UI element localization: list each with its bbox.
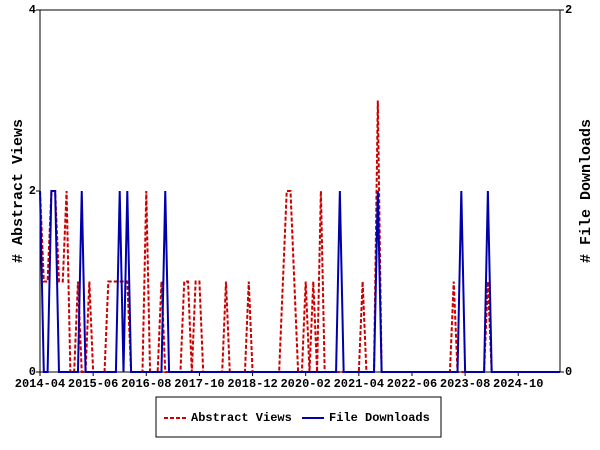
x-tick-label: 2022-06 — [387, 377, 437, 391]
y2-axis-title: # File Downloads — [578, 119, 595, 263]
x-tick-label: 2015-06 — [68, 377, 118, 391]
x-tick-label: 2023-08 — [440, 377, 490, 391]
x-tick-label: 2017-10 — [174, 377, 224, 391]
y2-tick-label: 0 — [565, 365, 572, 379]
legend-label: File Downloads — [329, 411, 430, 425]
x-tick-label: 2014-04 — [15, 377, 65, 391]
y2-tick-label: 2 — [565, 3, 572, 17]
legend — [155, 396, 442, 438]
x-tick-label: 2016-08 — [121, 377, 171, 391]
y-tick-label: 2 — [29, 184, 36, 198]
y-axis-title: # Abstract Views — [10, 119, 27, 263]
x-tick-label: 2020-02 — [280, 377, 330, 391]
x-tick-label: 2018-12 — [227, 377, 277, 391]
x-tick-label: 2021-04 — [334, 377, 384, 391]
legend-label: Abstract Views — [191, 411, 292, 425]
y-tick-label: 4 — [29, 3, 36, 17]
x-tick-label: 2024-10 — [493, 377, 543, 391]
y-tick-label: 0 — [29, 365, 36, 379]
series-line — [39, 190, 560, 373]
